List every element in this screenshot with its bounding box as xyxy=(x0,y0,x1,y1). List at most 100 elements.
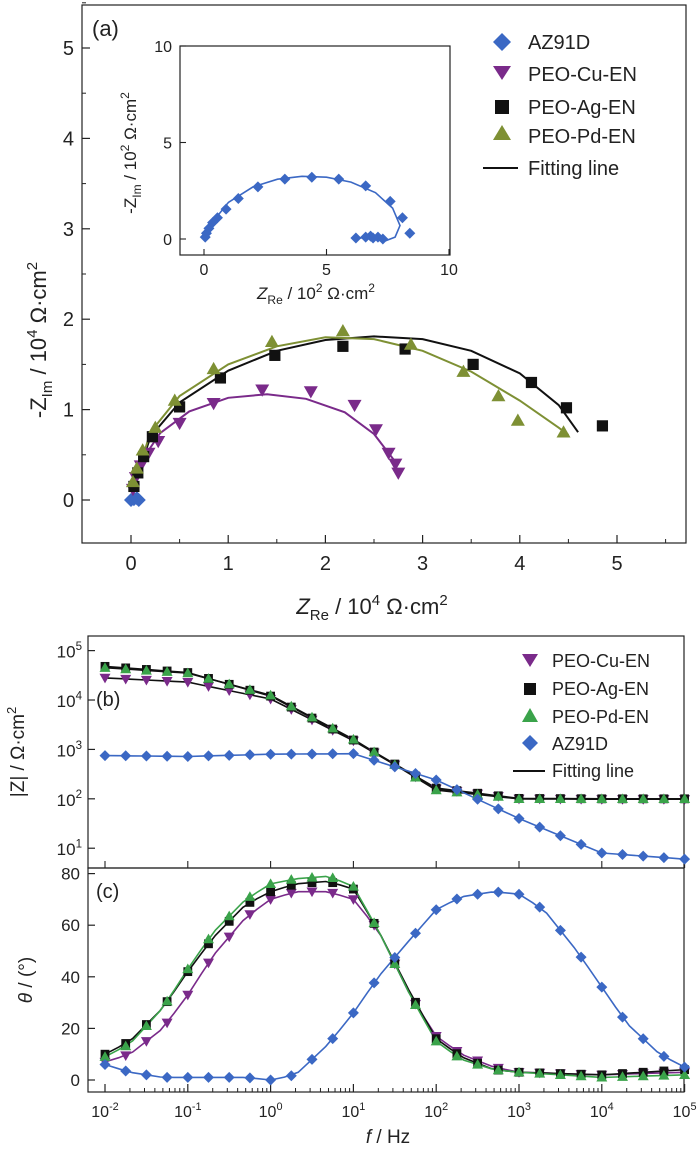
panel-a-y-label: -ZIm / 104 Ω·cm2 xyxy=(24,262,56,418)
panel-b: (b) 101 102 103 104 105 |Z| / Ω·cm2 PEO-Cu-E… xyxy=(4,635,691,869)
panel-a-label: (a) xyxy=(92,16,119,41)
b-point-az91d xyxy=(244,749,256,761)
panel-c-frame xyxy=(87,867,685,1093)
b-point-peo-cu-en xyxy=(140,675,152,686)
legend-marker-az91d xyxy=(493,33,511,51)
b-point-az91d xyxy=(161,750,173,762)
b-point-az91d xyxy=(534,821,546,833)
c-point-az91d xyxy=(658,1050,670,1062)
c-point-az91d xyxy=(472,888,484,900)
c-xtick-label: 10-2 xyxy=(91,1101,118,1121)
b-point-peo-pd-en xyxy=(637,793,649,803)
b-point-peo-pd-en xyxy=(658,793,670,803)
b-point-az91d xyxy=(120,750,132,762)
legend-marker-ag xyxy=(495,100,509,114)
b-point-az91d xyxy=(575,838,587,850)
c-point-peo-pd-en xyxy=(472,1059,484,1069)
c-point-peo-ag-en xyxy=(307,878,317,888)
b-point-az91d xyxy=(513,812,525,824)
c-fit-line-peo-pd-en xyxy=(104,875,685,1079)
panel-a-legend: AZ91D PEO-Cu-EN PEO-Ag-EN PEO-Pd-EN Fitt… xyxy=(483,32,637,180)
inset-point-az91d xyxy=(232,192,244,204)
c-point-peo-pd-en xyxy=(347,881,359,891)
inset-x-label: ZRe / 102 Ω·cm2 xyxy=(256,281,375,307)
b-point-peo-pd-en xyxy=(534,793,546,803)
b-point-peo-pd-en xyxy=(223,678,235,689)
c-point-az91d xyxy=(534,901,546,913)
c-point-az91d xyxy=(265,1074,277,1086)
b-point-peo-pd-en xyxy=(430,784,442,795)
b-point-peo-pd-en xyxy=(182,667,194,678)
inset-point-az91d xyxy=(252,181,264,193)
c-point-peo-pd-en xyxy=(637,1070,649,1081)
c-point-peo-cu-en xyxy=(223,932,235,943)
panel-a-x-label: ZRe / 104 Ω·cm2 xyxy=(295,592,447,624)
c-point-peo-pd-en xyxy=(554,1069,566,1079)
b-point-az91d xyxy=(637,850,649,862)
b-point-az91d xyxy=(492,803,504,815)
a-ytick-label: 5 xyxy=(63,38,74,60)
point-peo-pd-en xyxy=(167,393,182,406)
point-peo-cu-en xyxy=(368,424,383,437)
point-peo-pd-en xyxy=(510,413,525,426)
point-peo-cu-en xyxy=(391,467,406,480)
inset-xtick-label: 0 xyxy=(200,262,209,279)
c-ytick-label: 0 xyxy=(71,1071,80,1090)
panel-b-legend: PEO-Cu-EN PEO-Ag-EN PEO-Pd-EN AZ91D Fitt… xyxy=(513,651,650,781)
b-point-peo-cu-en xyxy=(223,686,235,697)
inset-point-az91d xyxy=(211,212,223,224)
b-point-peo-pd-en xyxy=(327,722,339,733)
b-point-az91d xyxy=(99,750,111,762)
b-point-peo-pd-en xyxy=(285,700,297,711)
inset-point-az91d xyxy=(220,203,232,215)
inset-y-ticks: 0 5 10 xyxy=(154,39,186,249)
c-point-peo-cu-en xyxy=(203,958,214,969)
c-point-peo-cu-en xyxy=(161,1018,173,1029)
b-point-peo-pd-en xyxy=(265,689,277,700)
point-peo-ag-en xyxy=(146,431,158,443)
inset-x-ticks: 0 5 10 xyxy=(200,249,458,279)
panel-c-fit-lines xyxy=(104,875,685,1081)
c-point-az91d xyxy=(679,1061,691,1073)
b-point-az91d xyxy=(596,847,608,859)
b-point-az91d xyxy=(679,853,691,865)
c-point-peo-pd-en xyxy=(203,933,214,944)
b-ytick-label: 105 xyxy=(57,641,82,662)
b-point-az91d xyxy=(617,849,628,861)
inset-points xyxy=(199,171,416,245)
c-point-az91d xyxy=(451,893,463,905)
inset-ytick-label: 5 xyxy=(163,136,172,153)
c-point-peo-pd-en xyxy=(182,963,194,974)
c-point-peo-cu-en xyxy=(244,910,256,920)
c-point-az91d xyxy=(203,1071,214,1083)
legend-label-az91d: AZ91D xyxy=(528,32,590,54)
inset-point-az91d xyxy=(350,232,362,244)
c-point-az91d xyxy=(430,904,442,916)
point-peo-cu-en xyxy=(206,398,221,411)
b-point-peo-pd-en xyxy=(244,684,256,694)
c-point-peo-cu-en xyxy=(285,888,297,899)
b-point-peo-pd-en xyxy=(161,666,173,676)
c-point-peo-pd-en xyxy=(658,1069,670,1080)
inset-point-az91d xyxy=(360,180,372,192)
b-point-peo-pd-en xyxy=(596,793,608,803)
c-point-peo-pd-en xyxy=(430,1035,442,1046)
a-ytick-label: 4 xyxy=(63,128,74,150)
c-point-az91d xyxy=(223,1071,235,1083)
panel-b-y-ticks: 101 102 103 104 105 xyxy=(57,641,95,859)
b-point-az91d xyxy=(430,774,442,786)
b-legend-marker-ag xyxy=(524,683,536,695)
point-peo-pd-en xyxy=(456,364,471,377)
c-point-az91d xyxy=(513,888,525,900)
c-point-az91d xyxy=(244,1072,256,1084)
a-ytick-label: 0 xyxy=(63,490,74,512)
c-point-peo-cu-en xyxy=(327,888,339,899)
c-point-peo-pd-en xyxy=(244,891,256,901)
c-xtick-label: 102 xyxy=(424,1101,448,1121)
panel-c-label: (c) xyxy=(96,881,119,903)
c-point-peo-pd-en xyxy=(140,1020,152,1030)
b-point-peo-pd-en xyxy=(492,791,504,801)
c-point-peo-cu-en xyxy=(306,887,318,898)
point-peo-ag-en xyxy=(596,420,609,432)
c-point-peo-pd-en xyxy=(513,1066,525,1077)
